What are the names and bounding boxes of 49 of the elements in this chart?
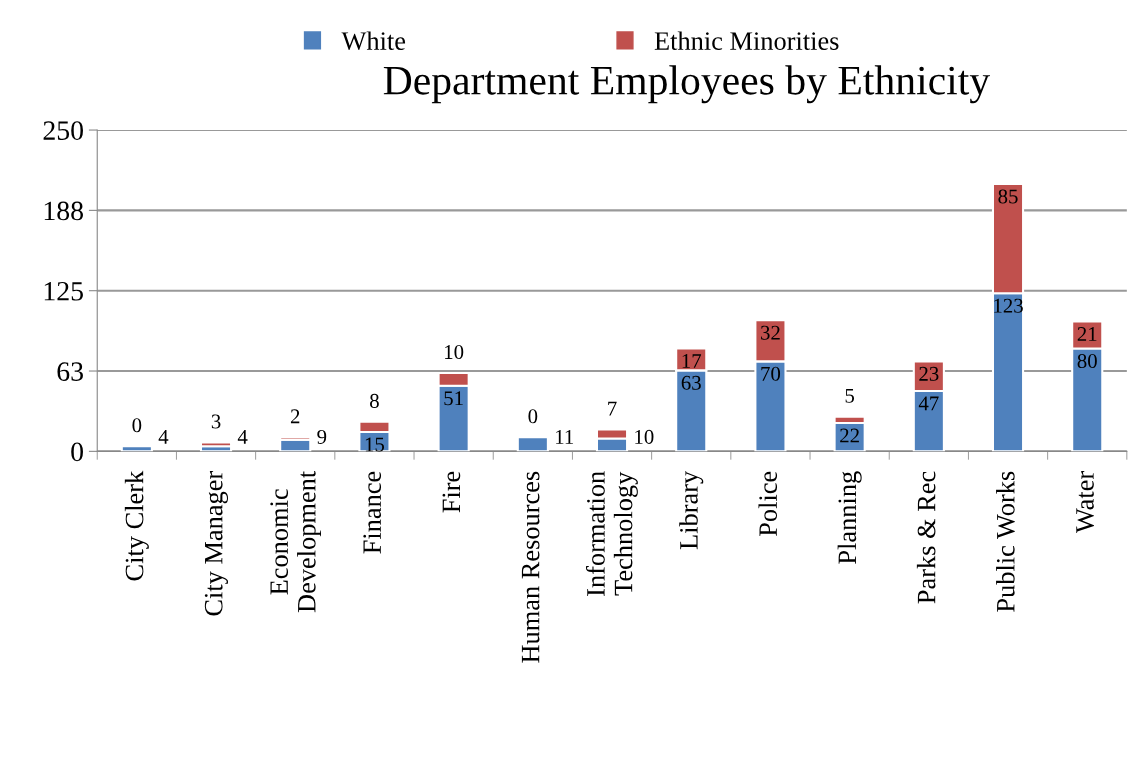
x-tick-label: Public Works bbox=[996, 471, 1015, 612]
data-label: 7 bbox=[608, 401, 617, 416]
data-label: 10 bbox=[445, 345, 464, 360]
data-label: 11 bbox=[556, 429, 574, 444]
data-label: 70 bbox=[761, 366, 781, 381]
legend-label: White bbox=[341, 31, 406, 51]
data-label: 8 bbox=[370, 393, 379, 408]
x-tick-label: Finance bbox=[363, 471, 382, 554]
x-tick-label: Police bbox=[758, 471, 778, 536]
data-label: 5 bbox=[845, 388, 855, 403]
data-label: 3 bbox=[211, 414, 221, 429]
data-label: 80 bbox=[1077, 353, 1097, 369]
x-tick-label: City Clerk bbox=[124, 470, 149, 581]
legend-label: Ethnic Minorities bbox=[654, 31, 839, 50]
data-label: 4 bbox=[237, 429, 248, 444]
data-label: 32 bbox=[761, 325, 780, 340]
x-tick-label: Information Technology bbox=[585, 471, 638, 596]
data-label: 21 bbox=[1077, 327, 1097, 341]
data-label: 10 bbox=[635, 429, 654, 444]
x-tick-label: City Manager bbox=[204, 471, 229, 616]
data-label: 23 bbox=[919, 366, 939, 381]
x-tick-label: Human Resources bbox=[521, 471, 540, 663]
x-tick-label: Economic Development bbox=[270, 470, 321, 613]
y-tick-label: 0 bbox=[71, 442, 83, 462]
bar bbox=[516, 436, 549, 452]
y-tick-label: 188 bbox=[44, 201, 83, 221]
data-label: 15 bbox=[365, 437, 385, 452]
y-tick-label: 63 bbox=[57, 362, 83, 381]
data-label: 17 bbox=[682, 354, 702, 368]
data-label: 51 bbox=[444, 391, 463, 406]
data-label: 63 bbox=[681, 375, 701, 390]
y-tick-label: 125 bbox=[44, 281, 83, 301]
x-tick-label: Planning bbox=[837, 471, 862, 564]
bar bbox=[199, 441, 233, 448]
x-tick-label: Fire bbox=[442, 471, 461, 513]
y-tick-label: 250 bbox=[43, 121, 83, 140]
data-label: 47 bbox=[918, 396, 939, 411]
data-label: 0 bbox=[528, 409, 538, 424]
data-label: 85 bbox=[998, 189, 1018, 204]
data-label: 9 bbox=[317, 429, 327, 444]
data-label: 0 bbox=[132, 418, 142, 433]
chart-title: Department Employees by Ethnicity bbox=[383, 65, 990, 104]
data-label: 22 bbox=[840, 428, 859, 443]
x-tick-label: Library bbox=[679, 470, 704, 550]
x-tick-label: Water bbox=[1076, 471, 1094, 534]
bar bbox=[120, 445, 153, 452]
data-label: 4 bbox=[158, 429, 169, 444]
data-label: 2 bbox=[290, 409, 300, 424]
x-tick-label: Parks & Rec bbox=[916, 471, 936, 604]
